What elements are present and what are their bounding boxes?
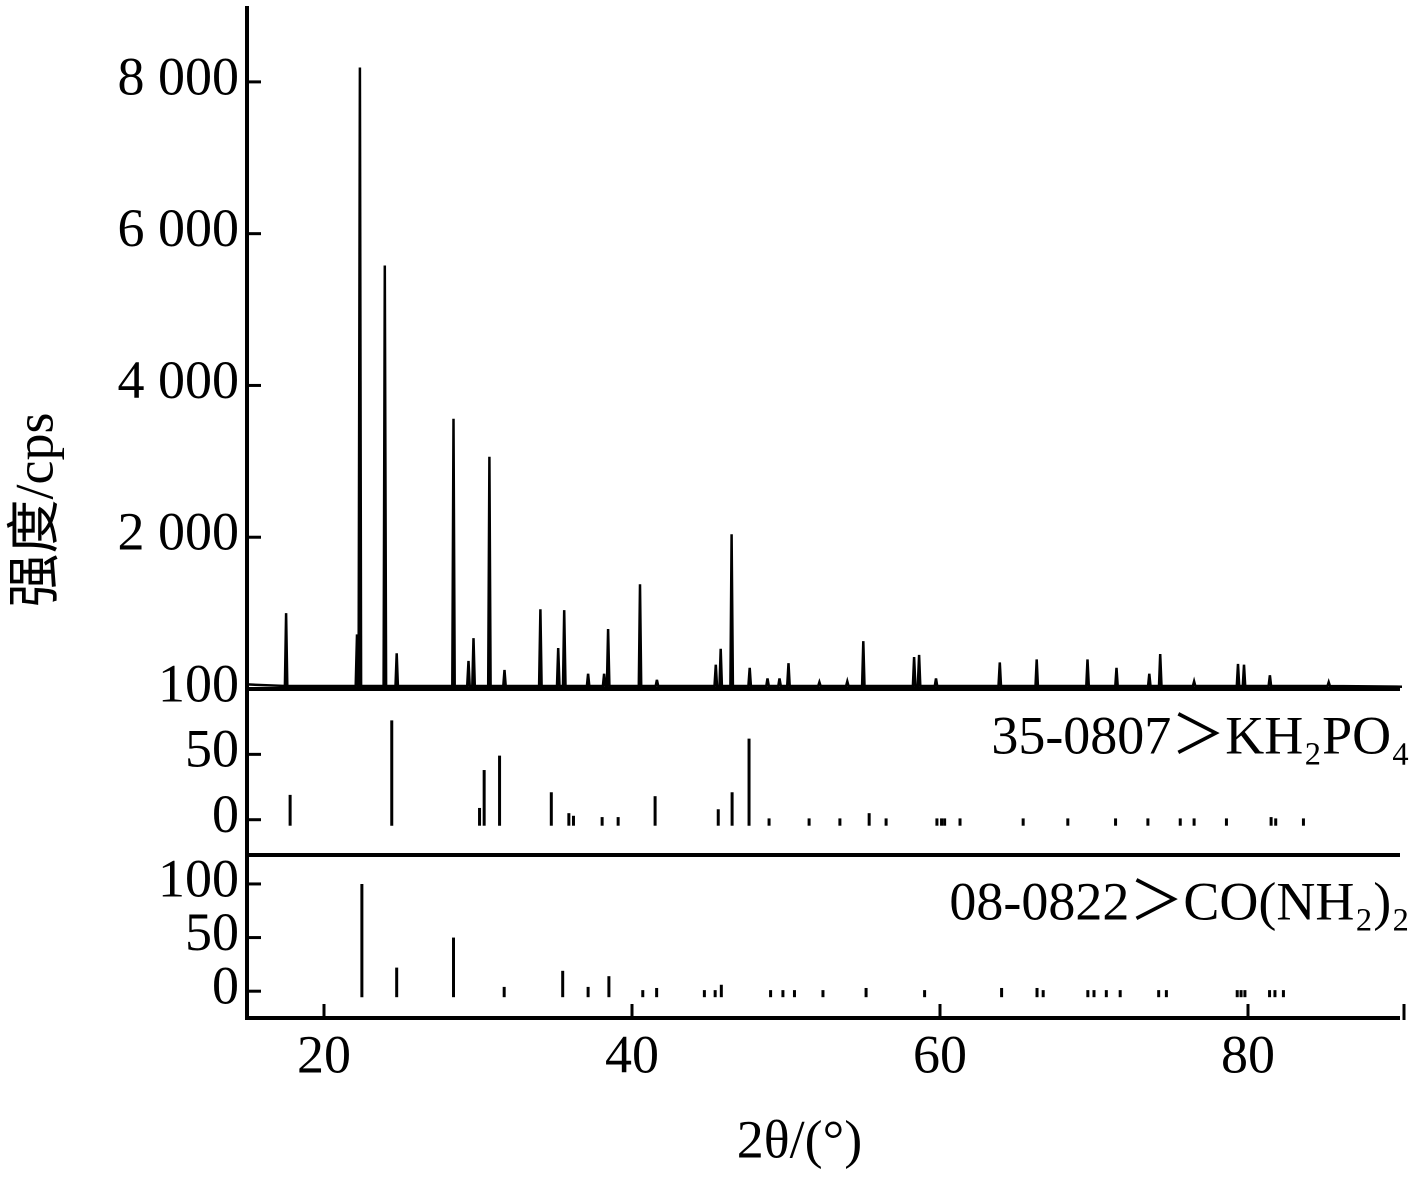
x-tick-label: 60 [913, 1024, 967, 1084]
x-tick-label: 20 [297, 1024, 351, 1084]
annotation: 08-0822＞CO(NH₂)₂ [949, 871, 1410, 931]
x-tick-label: 40 [605, 1024, 659, 1084]
y-tick-label: 8 000 [118, 46, 240, 106]
y-tick-label: 6 000 [118, 198, 240, 258]
y-tick-label: 100 [158, 653, 239, 713]
annotation: 35-0807＞KH₂PO₄ [991, 705, 1410, 765]
x-axis-label: 2θ/(°) [737, 1109, 862, 1169]
y-tick-label: 0 [212, 956, 239, 1016]
y-tick-label: 50 [185, 902, 239, 962]
y-axis-label: 强度/cps [4, 413, 64, 608]
y-tick-label: 0 [212, 784, 239, 844]
y-tick-label: 4 000 [118, 350, 240, 410]
y-tick-label: 50 [185, 719, 239, 779]
y-tick-label: 2 000 [118, 502, 240, 562]
x-tick-label: 80 [1221, 1024, 1275, 1084]
y-tick-label: 100 [158, 848, 239, 908]
pattern-line [246, 67, 1403, 688]
